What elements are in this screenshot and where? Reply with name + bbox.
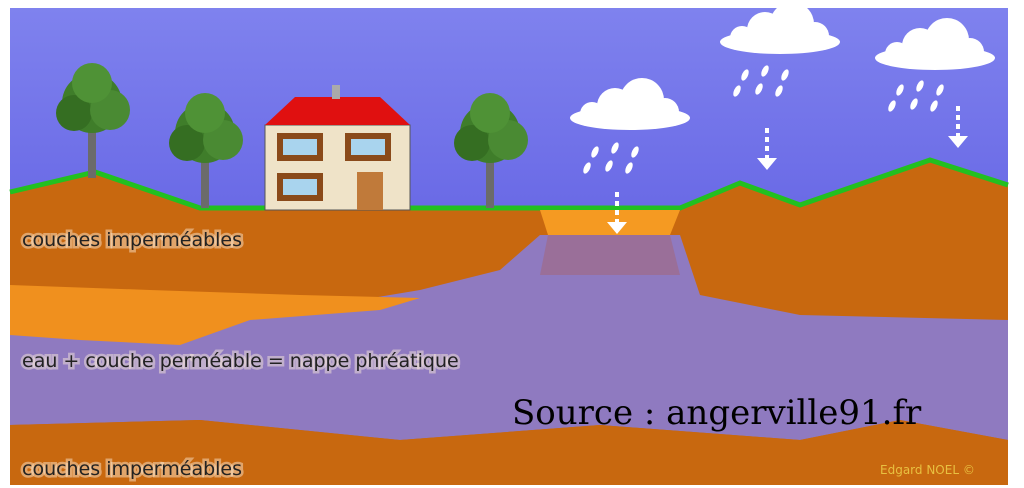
- layer-label: couches imperméables: [22, 229, 242, 251]
- layer-label: eau + couche perméable = nappe phréatiqu…: [22, 350, 459, 372]
- credit: Edgard NOEL ©: [880, 463, 975, 477]
- layer-label: couches imperméables: [22, 458, 242, 480]
- source: Source : angerville91.fr: [512, 393, 922, 433]
- diagram: couches imperméables eau + couche perméa…: [0, 0, 1024, 488]
